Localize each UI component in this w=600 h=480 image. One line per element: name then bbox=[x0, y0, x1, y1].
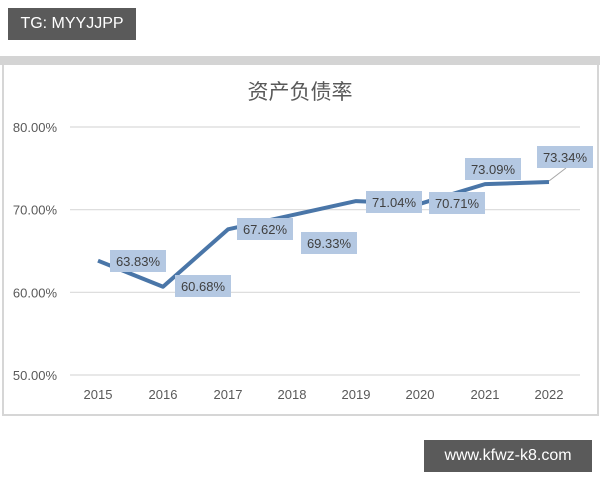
svg-text:73.34%: 73.34% bbox=[543, 150, 588, 165]
x-axis-labels: 2015 2016 2017 2018 2019 2020 2021 2022 bbox=[84, 387, 564, 402]
data-label: 73.09% bbox=[465, 158, 521, 180]
x-tick-label: 2020 bbox=[406, 387, 435, 402]
data-series bbox=[97, 180, 550, 289]
x-tick-label: 2021 bbox=[471, 387, 500, 402]
svg-text:69.33%: 69.33% bbox=[307, 236, 352, 251]
y-tick-label: 70.00% bbox=[13, 203, 58, 218]
data-label: 73.34% bbox=[537, 146, 593, 168]
svg-text:70.71%: 70.71% bbox=[435, 196, 480, 211]
leader-line bbox=[548, 167, 567, 182]
y-tick-label: 50.00% bbox=[13, 368, 58, 383]
y-axis-labels: 80.00% 70.00% 60.00% 50.00% bbox=[13, 120, 58, 383]
x-tick-label: 2017 bbox=[214, 387, 243, 402]
data-label: 70.71% bbox=[429, 192, 485, 214]
y-tick-label: 60.00% bbox=[13, 285, 58, 300]
y-tick-label: 80.00% bbox=[13, 120, 58, 135]
series-line bbox=[97, 180, 550, 289]
data-label: 71.04% bbox=[366, 191, 422, 213]
data-label: 69.33% bbox=[301, 232, 357, 254]
x-tick-label: 2022 bbox=[535, 387, 564, 402]
x-tick-label: 2016 bbox=[149, 387, 178, 402]
svg-text:73.09%: 73.09% bbox=[471, 162, 516, 177]
data-label: 63.83% bbox=[110, 250, 166, 272]
watermark-top-left: TG: MYYJJPP bbox=[8, 8, 136, 40]
svg-text:67.62%: 67.62% bbox=[243, 222, 288, 237]
data-labels: 63.83% 60.68% 67.62% 69.33% 71.04% 70.71% 73.0… bbox=[110, 146, 593, 297]
chart-frame-top-bar bbox=[0, 56, 600, 65]
watermark-bottom-right: www.kfwz-k8.com bbox=[424, 440, 592, 472]
svg-text:60.68%: 60.68% bbox=[181, 279, 226, 294]
chart-title: 资产负债率 bbox=[247, 80, 353, 104]
x-tick-label: 2019 bbox=[342, 387, 371, 402]
x-tick-label: 2018 bbox=[278, 387, 307, 402]
chart-frame bbox=[2, 65, 599, 416]
data-label: 60.68% bbox=[175, 275, 231, 297]
data-label: 67.62% bbox=[237, 218, 293, 240]
svg-text:63.83%: 63.83% bbox=[116, 254, 161, 269]
svg-text:71.04%: 71.04% bbox=[372, 195, 417, 210]
x-tick-label: 2015 bbox=[84, 387, 113, 402]
